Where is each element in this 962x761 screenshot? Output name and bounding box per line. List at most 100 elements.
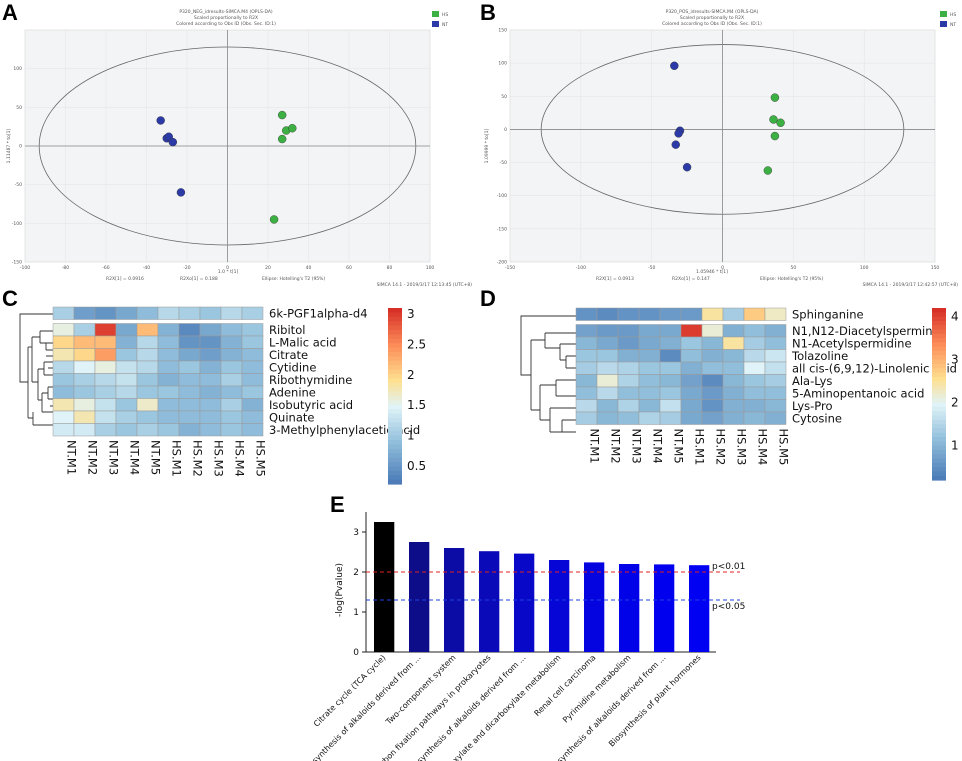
heat-cell	[220, 423, 243, 437]
heat-cell	[136, 373, 159, 387]
heat-cell	[115, 423, 138, 437]
point-hs	[770, 131, 780, 141]
heat-cell	[617, 349, 640, 363]
heat-cell	[659, 361, 682, 375]
heat-cell	[157, 323, 180, 337]
colorbar-step	[388, 352, 402, 357]
point-nt	[682, 163, 692, 172]
dendro-c-b9	[47, 386, 53, 407]
category-label: Pyrimidine metabolism	[561, 653, 633, 725]
bar	[514, 553, 535, 652]
x-tick-label: 100	[860, 265, 869, 271]
heat-cell	[575, 307, 598, 321]
heat-cell	[157, 360, 180, 374]
y-tick-label: 0	[353, 648, 359, 658]
heat-cell	[52, 323, 75, 337]
colorbar-step	[388, 479, 402, 485]
heat-cell	[241, 360, 264, 374]
colorbar-tick: 2	[951, 396, 959, 410]
panel-e-bar-chart: -log(Pvalue) 0 1 2 3 p<0.01 p<0.05 Citrate c…	[301, 512, 745, 761]
heat-cell	[596, 374, 619, 388]
heat-cell	[722, 324, 745, 338]
heat-cell	[199, 360, 222, 374]
dendro-d-b4	[565, 355, 576, 369]
heat-cell	[575, 349, 598, 363]
colorbar-step	[932, 454, 946, 460]
dendro-d-b7	[549, 407, 576, 433]
point-nt	[674, 129, 683, 138]
heat-cell	[94, 373, 117, 387]
heat-cell	[680, 411, 703, 425]
heat-cell	[220, 385, 243, 399]
row-label: 6k-PGF1alpha-d4	[269, 306, 368, 320]
colorbar-step	[932, 363, 946, 369]
heat-cell	[638, 361, 661, 375]
colorbar-tick: 1.5	[407, 398, 426, 412]
x-tick-label: -20	[183, 265, 190, 271]
col-label: NT.M3	[630, 429, 644, 464]
heat-cell	[701, 411, 724, 425]
colorbar-step	[932, 312, 946, 318]
heat-cell	[73, 335, 96, 349]
dendro-c-b5	[45, 342, 53, 357]
heat-cell	[596, 361, 619, 375]
colorbar-tick: 1	[407, 428, 415, 442]
x-tick-label: 20	[265, 265, 271, 271]
heat-cell	[94, 385, 117, 399]
heat-cell	[199, 423, 222, 437]
col-label: HS.M5	[777, 429, 791, 466]
heat-cell	[220, 398, 243, 412]
panel-b-points	[670, 61, 785, 175]
colorbar-step	[388, 360, 402, 366]
row-label: Tolazoline	[791, 349, 848, 363]
x-tick-label: 50	[790, 265, 796, 271]
heat-cell	[115, 373, 138, 387]
col-label: HS.M3	[735, 429, 749, 466]
heat-cell	[178, 410, 201, 424]
heat-cell	[220, 348, 243, 362]
y-tick-label: 50	[501, 94, 507, 100]
colorbar-step	[388, 418, 402, 423]
colorbar-step	[932, 471, 946, 477]
colorbar-step	[388, 457, 402, 463]
heat-cell	[596, 411, 619, 425]
colorbar-step	[388, 316, 402, 322]
colorbar-step	[932, 428, 946, 434]
panel-c-cells	[52, 306, 264, 437]
y-tick-label: 1	[353, 608, 359, 618]
heat-cell	[220, 335, 243, 349]
heat-cell	[136, 348, 159, 362]
heat-cell	[199, 335, 222, 349]
colorbar-step	[932, 467, 946, 472]
colorbar-tick: 3	[951, 353, 959, 367]
heat-cell	[764, 361, 787, 375]
heat-cell	[157, 348, 180, 362]
colorbar-step	[388, 409, 402, 415]
heat-cell	[115, 348, 138, 362]
colorbar-step	[388, 470, 402, 476]
panel-d-row-labels: Sphinganine N1,N12-DiacetylspermineN1-Ace…	[791, 307, 957, 425]
point-nt	[176, 188, 186, 197]
heat-cell	[764, 399, 787, 413]
colorbar-step	[932, 394, 946, 399]
colorbar-step	[388, 312, 402, 318]
y-tick-label: -100	[497, 193, 507, 199]
heat-cell	[701, 361, 724, 375]
colorbar-step	[388, 382, 402, 388]
row-label: Quinate	[269, 410, 314, 424]
colorbar-step	[932, 355, 946, 361]
heat-cell	[178, 323, 201, 337]
dendro-c-b3	[31, 336, 40, 383]
heat-cell	[136, 385, 159, 399]
heat-cell	[680, 349, 703, 363]
heat-cell	[659, 336, 682, 350]
heat-cell	[115, 306, 138, 320]
heat-cell	[659, 399, 682, 413]
panel-label-d: D	[480, 286, 496, 311]
colorbar-step	[388, 334, 402, 340]
col-label: NT.M1	[588, 429, 602, 464]
dendro-d-b2	[544, 332, 576, 349]
heat-cell	[52, 398, 75, 412]
heat-cell	[241, 348, 264, 362]
heat-cell	[575, 324, 598, 338]
